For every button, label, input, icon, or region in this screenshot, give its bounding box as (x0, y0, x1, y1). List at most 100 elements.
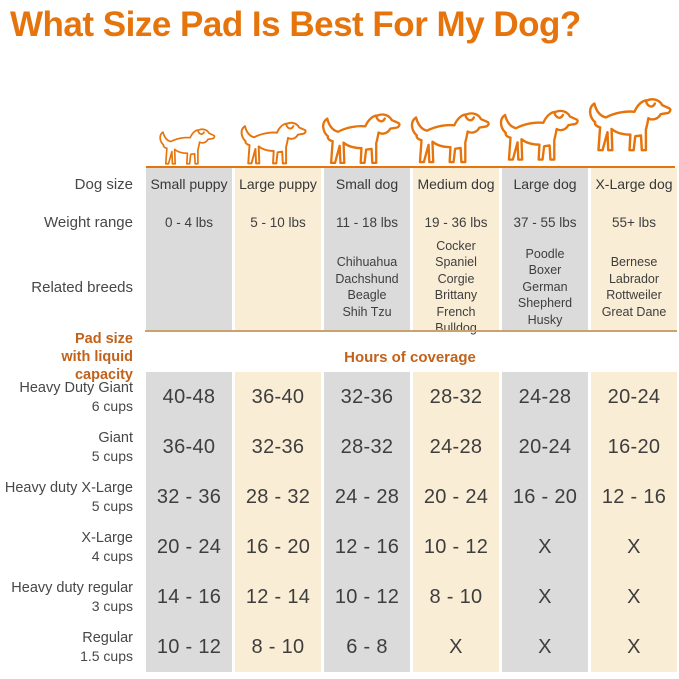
breed-name: Labrador (608, 271, 660, 286)
coverage-cell: 40-48 (162, 385, 216, 408)
coverage-cell: 28 - 32 (245, 485, 311, 508)
pad-size-header: Pad size with liquid capacity (2, 330, 143, 384)
coverage-cell: 12 - 14 (245, 585, 311, 608)
pad-capacity: 3 cups (91, 597, 133, 614)
coverage-cell: 20 - 24 (156, 535, 222, 558)
breed-name: Corgie (437, 271, 475, 286)
large-puppy-dog-icon (233, 119, 317, 168)
pad-capacity: 5 cups (91, 447, 133, 464)
related-breeds-value (146, 244, 232, 330)
pad-capacity: 4 cups (91, 547, 133, 564)
weight-range-value: 11 - 18 lbs (335, 214, 399, 230)
column-header: Large puppy (239, 176, 317, 193)
pad-name: Giant (98, 430, 133, 447)
coverage-cell: 32 - 36 (156, 485, 222, 508)
coverage-cell: 24 - 28 (334, 485, 400, 508)
coverage-cell: 16-20 (607, 435, 661, 458)
small-dog-icon (320, 110, 406, 168)
coverage-cell: 20 - 24 (423, 485, 489, 508)
weight-range-value: 19 - 36 lbs (424, 214, 488, 230)
dog-size-row-label: Dog size (74, 175, 133, 193)
coverage-cell: 12 - 16 (601, 485, 667, 508)
coverage-column-small-puppy: 40-48 36-40 32 - 36 20 - 24 14 - 16 10 -… (146, 372, 232, 673)
column-medium-dog: Medium dog 19 - 36 lbs Cocker Spaniel Co… (413, 168, 499, 336)
breed-name: Cocker Spaniel (435, 238, 477, 270)
weight-range-row-label: Weight range (44, 213, 133, 231)
breed-name: German Shepherd (517, 279, 573, 311)
medium-dog-icon (409, 108, 495, 168)
breed-name: Bernese (610, 255, 658, 270)
coverage-cell: X (538, 585, 552, 608)
weight-range-value: 55+ lbs (612, 214, 656, 230)
coverage-cell: 10 - 12 (156, 635, 222, 658)
related-breeds-value: Cocker Spaniel Corgie Brittany French Bu… (413, 239, 499, 336)
pad-row-label: X-Large 4 cups (2, 522, 143, 572)
coverage-cell: 16 - 20 (245, 535, 311, 558)
breed-name: Beagle (347, 288, 387, 303)
pad-name: Heavy duty regular (11, 580, 133, 597)
dog-info-table: Dog size Weight range Related breeds Sma… (2, 168, 677, 336)
column-header: Large dog (513, 176, 577, 193)
weight-range-value: 37 - 55 lbs (513, 214, 577, 230)
pad-name: Heavy duty X-Large (4, 480, 133, 497)
breed-name: Great Dane (601, 304, 667, 319)
coverage-column-x-large-dog: 20-24 16-20 12 - 16 X X X (591, 372, 677, 673)
related-breeds-value (235, 244, 321, 330)
coverage-cell: 36-40 (251, 385, 305, 408)
column-small-dog: Small dog 11 - 18 lbs Chihuahua Dachshun… (324, 168, 410, 331)
large-dog-icon (498, 103, 584, 168)
coverage-cell: 14 - 16 (156, 585, 222, 608)
pad-capacity: 5 cups (91, 497, 133, 514)
column-large-dog: Large dog 37 - 55 lbs Poodle Boxer Germa… (502, 168, 588, 331)
coverage-table: Heavy Duty Giant 6 cups Giant 5 cups Hea… (2, 372, 677, 673)
column-large-puppy: Large puppy 5 - 10 lbs (235, 168, 321, 331)
coverage-cell: X (538, 635, 552, 658)
coverage-cell: 6 - 8 (346, 635, 388, 658)
pad-capacity: 1.5 cups (80, 647, 133, 664)
coverage-cell: 12 - 16 (334, 535, 400, 558)
breed-name: Poodle (525, 246, 565, 261)
pad-size-header-line2: with liquid capacity (61, 349, 133, 384)
breed-name: Dachshund (335, 271, 399, 286)
column-header: Small puppy (150, 176, 228, 193)
ground-line (146, 166, 675, 169)
coverage-cell: X (449, 635, 463, 658)
dog-info-row-labels: Dog size Weight range Related breeds (2, 168, 143, 330)
coverage-cell: 32-36 (340, 385, 394, 408)
pad-row-label: Heavy Duty Giant 6 cups (2, 372, 143, 422)
coverage-cell: X (538, 535, 552, 558)
weight-range-value: 5 - 10 lbs (250, 214, 306, 230)
coverage-cell: 24-28 (518, 385, 572, 408)
related-breeds-row-label: Related breeds (31, 278, 133, 296)
breed-name: Brittany (434, 288, 478, 303)
coverage-column-large-dog: 24-28 20-24 16 - 20 X X X (502, 372, 588, 673)
coverage-cell: 32-36 (251, 435, 305, 458)
coverage-cell: 10 - 12 (334, 585, 400, 608)
coverage-column-large-puppy: 36-40 32-36 28 - 32 16 - 20 12 - 14 8 - … (235, 372, 321, 673)
coverage-cell: 20-24 (607, 385, 661, 408)
column-header: Medium dog (417, 176, 495, 193)
coverage-cell: 8 - 10 (429, 585, 483, 608)
pad-capacity: 6 cups (91, 397, 133, 414)
breed-name: Boxer (528, 263, 562, 278)
coverage-cell: X (627, 535, 641, 558)
breed-name: Shih Tzu (342, 304, 392, 319)
related-breeds-value: Bernese Labrador Rottweiler Great Dane (591, 244, 677, 330)
hours-of-coverage-header: Hours of coverage (344, 348, 476, 366)
coverage-cell: 28-32 (340, 435, 394, 458)
coverage-cell: 16 - 20 (512, 485, 578, 508)
weight-range-value: 0 - 4 lbs (164, 214, 214, 230)
dog-illustrations-row (2, 44, 677, 169)
breed-name: Chihuahua (336, 255, 398, 270)
pad-name: Regular (82, 630, 133, 647)
pad-size-header-band: Pad size with liquid capacity Hours of c… (2, 330, 677, 383)
coverage-cell: X (627, 635, 641, 658)
column-header: Small dog (335, 176, 399, 193)
breed-name: Husky (527, 312, 563, 327)
related-breeds-value: Poodle Boxer German Shepherd Husky (502, 244, 588, 330)
pad-row-label: Giant 5 cups (2, 422, 143, 472)
coverage-column-medium-dog: 28-32 24-28 20 - 24 10 - 12 8 - 10 X (413, 372, 499, 673)
breed-name: Rottweiler (606, 288, 662, 303)
pad-row-label: Regular 1.5 cups (2, 622, 143, 672)
